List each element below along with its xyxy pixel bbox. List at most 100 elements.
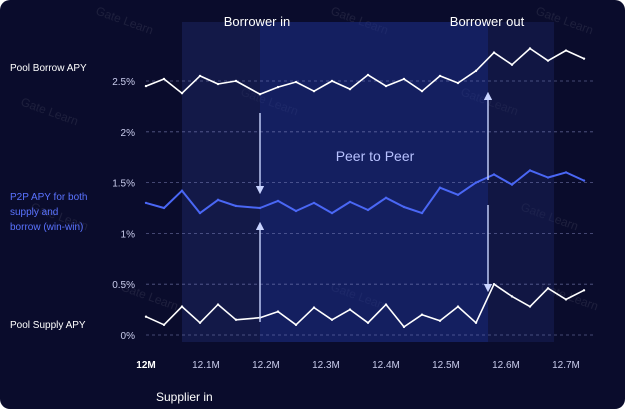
data-point [144, 84, 148, 88]
data-point [144, 201, 148, 205]
x-axis-title: Supplier in [156, 390, 213, 404]
p2p-label-line2: supply and [10, 207, 58, 218]
data-point [582, 57, 586, 60]
x-tick-label: 12.1M [192, 360, 220, 371]
data-point [564, 171, 568, 174]
data-point [402, 205, 406, 209]
grid [146, 22, 596, 342]
event-arrows [255, 91, 493, 322]
data-point [276, 199, 280, 203]
data-point [294, 323, 298, 327]
data-point [234, 318, 238, 321]
peer-to-peer-label: Peer to Peer [336, 148, 415, 164]
data-point [510, 63, 514, 66]
data-point [384, 196, 388, 200]
data-point [180, 305, 184, 308]
x-tick-label: 12.3M [312, 360, 340, 371]
data-point [312, 89, 316, 93]
data-point [492, 283, 496, 286]
y-tick-label: 2.5% [112, 77, 135, 88]
data-point [258, 93, 262, 96]
x-tick-label: 12.2M [252, 360, 280, 371]
data-point [420, 313, 424, 316]
data-point [510, 295, 514, 298]
data-point [276, 85, 280, 89]
data-point [216, 82, 220, 86]
data-point [348, 87, 352, 91]
x-tick-label: 12.4M [372, 360, 400, 371]
p2p-region [260, 22, 488, 342]
data-point [420, 89, 424, 93]
data-point [366, 73, 370, 77]
data-point [258, 206, 262, 210]
data-point [546, 176, 550, 179]
y-axis: 0% 0.5% 1% 1.5% 2% 2.5% [112, 77, 135, 342]
x-axis: 12M 12.1M 12.2M 12.3M 12.4M 12.5M 12.6M 12.7M [136, 360, 580, 371]
data-point [546, 59, 550, 62]
data-point [474, 321, 478, 325]
y-tick-label: 1.5% [112, 179, 135, 190]
data-point [348, 200, 352, 204]
data-point [438, 186, 442, 189]
p2p-label-line1: P2P APY for both [10, 192, 87, 203]
data-point [420, 211, 424, 215]
post-p2p-band [488, 22, 554, 342]
data-point [312, 201, 316, 205]
data-point [528, 169, 532, 172]
pool-supply-label: Pool Supply APY [10, 320, 86, 331]
data-point [402, 325, 406, 329]
data-point [384, 84, 388, 88]
x-tick-label: 12M [136, 360, 155, 371]
p2p-region-edge [182, 22, 260, 342]
x-tick-label: 12.7M [552, 360, 580, 371]
borrower-in-label: Borrower in [224, 14, 290, 29]
data-point [330, 79, 334, 83]
data-point [234, 79, 238, 83]
data-point [216, 303, 220, 306]
data-point [438, 319, 442, 322]
data-point [330, 211, 334, 215]
data-point [162, 323, 166, 327]
data-point [582, 179, 586, 182]
series-lines [144, 47, 586, 329]
y-tick-label: 1% [121, 229, 136, 240]
data-point [294, 80, 298, 84]
data-point [456, 81, 460, 85]
data-point [384, 303, 388, 306]
y-tick-label: 0.5% [112, 280, 135, 291]
data-point [528, 47, 532, 50]
data-point [312, 306, 316, 309]
data-point [144, 315, 148, 318]
data-point [474, 69, 478, 73]
data-point [510, 183, 514, 186]
data-point [162, 77, 166, 81]
y-tick-label: 2% [121, 128, 136, 139]
pool-borrow-label: Pool Borrow APY [10, 63, 87, 74]
data-point [198, 74, 202, 78]
data-point [366, 321, 370, 325]
data-point [528, 305, 532, 308]
data-point [582, 289, 586, 292]
data-point [402, 77, 406, 81]
x-tick-label: 12.6M [492, 360, 520, 371]
data-point [348, 308, 352, 311]
p2p-label-line3: borrow (win-win) [10, 222, 83, 233]
x-tick-label: 12.5M [432, 360, 460, 371]
data-point [198, 211, 202, 215]
data-point [492, 173, 496, 176]
data-point [366, 208, 370, 212]
data-point [276, 310, 280, 313]
data-point [474, 181, 478, 184]
data-point [294, 209, 298, 213]
data-point [162, 206, 166, 210]
data-point [438, 74, 442, 78]
data-point [546, 287, 550, 290]
data-point [564, 298, 568, 301]
data-point [492, 51, 496, 54]
data-point [456, 305, 460, 308]
data-point [180, 91, 184, 95]
data-point [456, 193, 460, 196]
y-tick-label: 0% [121, 331, 136, 342]
